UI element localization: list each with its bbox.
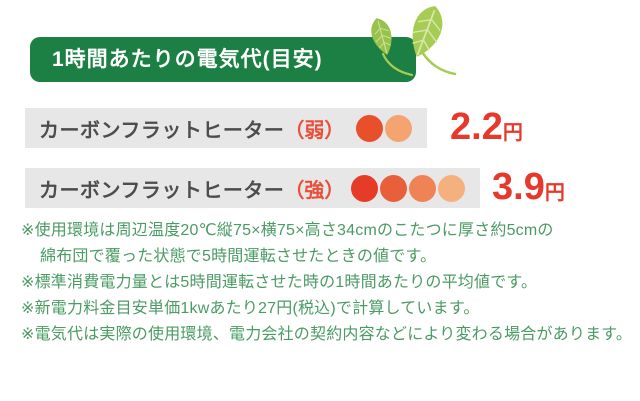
footnotes: ※使用環境は周辺温度20℃縦75×横75×高さ34cmのこたつに厚さ約5cmの …: [21, 218, 633, 348]
header-banner: 1時間あたりの電気代(目安): [30, 37, 416, 82]
footnote-line: ※電気代は実際の使用環境、電力会社の契約内容などにより変わる場合があります。: [21, 326, 633, 343]
heat-level-dot: [438, 174, 465, 202]
heat-level-dot: [380, 174, 407, 202]
heater-row-weak: カーボンフラットヒーター （弱）: [25, 108, 427, 148]
price-weak: 2.2円: [450, 104, 523, 150]
heater-mode-weak: （弱）: [284, 119, 345, 142]
heat-level-dot: [409, 174, 436, 202]
heater-label: カーボンフラットヒーター: [39, 119, 285, 142]
heater-row-strong: カーボンフラットヒーター （強）: [25, 168, 480, 208]
heat-level-dot: [385, 114, 412, 142]
price-value: 2.2: [450, 106, 503, 148]
price-strong: 3.9円: [492, 164, 565, 210]
heat-level-dot: [356, 114, 383, 142]
footnote-line: 綿布団で覆った状態で5時間運転させたときの値です。: [40, 248, 437, 265]
footnote-line: ※使用環境は周辺温度20℃縦75×横75×高さ34cmのこたつに厚さ約5cmの: [21, 222, 554, 239]
heat-level-dots-strong: [351, 174, 465, 202]
heat-level-dots-weak: [356, 114, 412, 142]
price-unit: 円: [502, 122, 523, 144]
price-unit: 円: [544, 182, 565, 204]
heater-mode-strong: （強）: [284, 179, 345, 202]
footnote-line: ※新電力料金目安単価1kwあたり27円(税込)で計算しています。: [21, 300, 480, 317]
price-value: 3.9: [492, 166, 545, 208]
footnote-line: ※標準消費電力量とは5時間運転させた時の1時間あたりの平均値です。: [21, 274, 538, 291]
page-title: 1時間あたりの電気代(目安): [52, 48, 323, 71]
heater-label: カーボンフラットヒーター: [39, 179, 285, 202]
leaves-icon: [371, 5, 457, 77]
heat-level-dot: [351, 174, 378, 202]
